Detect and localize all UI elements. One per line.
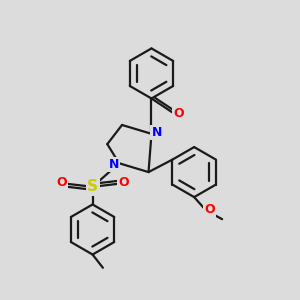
Text: O: O bbox=[118, 176, 129, 189]
Text: N: N bbox=[109, 158, 119, 171]
Text: N: N bbox=[152, 126, 162, 139]
Text: O: O bbox=[173, 107, 184, 120]
Text: O: O bbox=[204, 203, 215, 216]
Text: O: O bbox=[56, 176, 67, 189]
Text: S: S bbox=[87, 179, 98, 194]
